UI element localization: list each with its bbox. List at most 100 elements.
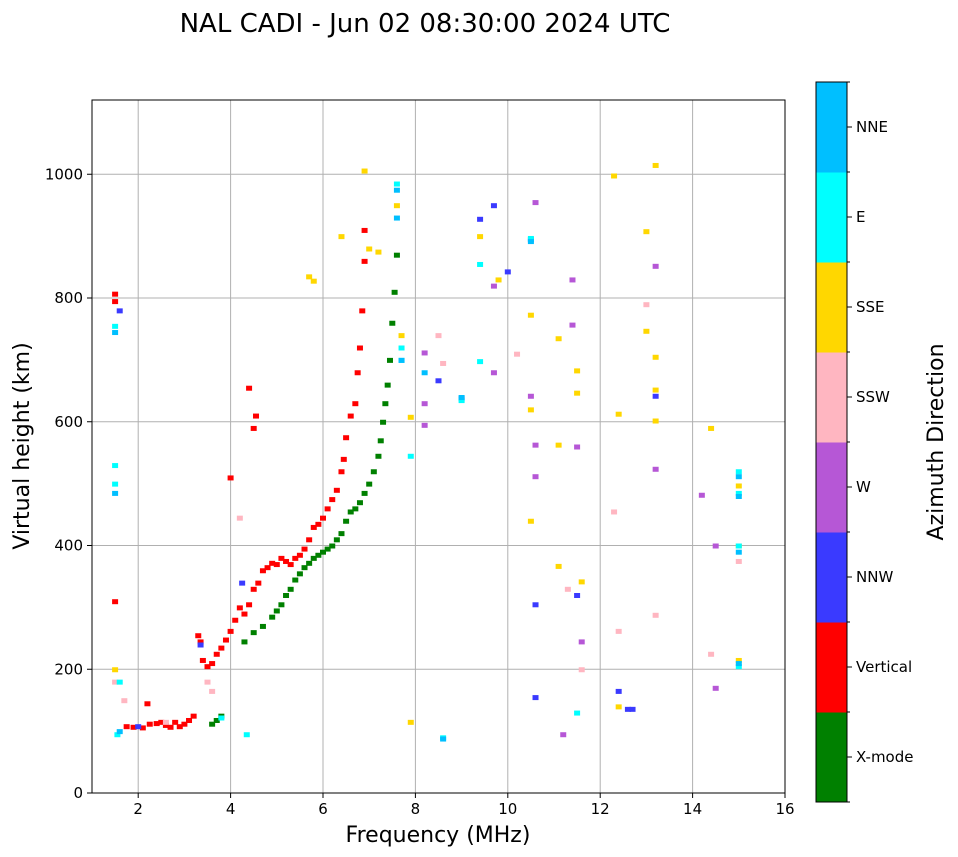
data-point <box>735 490 742 496</box>
data-point <box>611 173 618 179</box>
data-point <box>407 719 414 725</box>
data-point <box>574 444 581 450</box>
data-point <box>555 442 562 448</box>
data-points <box>112 162 742 742</box>
data-point <box>624 706 631 712</box>
data-point <box>269 614 276 620</box>
data-point <box>181 721 188 727</box>
data-point <box>386 357 393 363</box>
y-tick-label: 600 <box>54 413 83 431</box>
data-point <box>490 203 497 209</box>
data-point <box>356 500 363 506</box>
data-point <box>574 390 581 396</box>
data-point <box>578 639 585 645</box>
data-point <box>380 419 387 425</box>
data-point <box>112 291 119 297</box>
data-point <box>259 568 266 574</box>
data-point <box>389 320 396 326</box>
data-point <box>112 330 119 336</box>
x-tick-label: 6 <box>318 800 328 818</box>
data-point <box>569 277 576 283</box>
data-point <box>615 411 622 417</box>
y-tick-label: 200 <box>54 660 83 678</box>
data-point <box>359 308 366 314</box>
data-point <box>241 639 248 645</box>
data-point <box>112 667 119 673</box>
series-e <box>112 181 742 741</box>
colorbar-swatch <box>816 532 847 623</box>
data-point <box>477 216 484 222</box>
data-point <box>477 359 484 365</box>
data-point <box>213 717 220 723</box>
data-point <box>306 560 313 566</box>
data-point <box>477 261 484 267</box>
data-point <box>393 252 400 258</box>
data-point <box>407 414 414 420</box>
x-tick-label: 4 <box>226 800 236 818</box>
data-point <box>292 577 299 583</box>
data-point <box>236 515 243 521</box>
data-point <box>652 612 659 618</box>
data-point <box>555 563 562 569</box>
data-point <box>320 515 326 521</box>
data-point <box>569 322 576 328</box>
data-point <box>232 617 239 623</box>
data-point <box>236 605 243 611</box>
data-point <box>611 509 618 515</box>
data-point <box>435 378 442 384</box>
data-point <box>361 258 368 264</box>
data-point <box>153 721 160 727</box>
data-point <box>259 623 266 629</box>
series-nne <box>112 187 742 742</box>
data-point <box>241 611 248 617</box>
data-point <box>574 368 581 374</box>
data-point <box>652 393 659 399</box>
data-point <box>527 312 534 318</box>
data-point <box>527 239 534 245</box>
data-point <box>190 713 197 719</box>
data-point <box>306 274 313 280</box>
data-point <box>514 351 521 357</box>
data-point <box>352 401 359 407</box>
data-point <box>712 543 719 549</box>
data-point <box>287 586 294 592</box>
data-point <box>209 661 216 667</box>
data-point <box>338 469 345 475</box>
plot-area <box>91 99 786 794</box>
series-vertical <box>112 227 368 731</box>
data-point <box>209 688 216 694</box>
data-point <box>735 543 742 549</box>
data-point <box>146 721 153 727</box>
data-point <box>250 586 257 592</box>
data-point <box>186 717 193 723</box>
data-point <box>112 323 119 329</box>
data-point <box>172 719 179 725</box>
data-point <box>315 552 322 558</box>
data-point <box>398 345 405 351</box>
data-point <box>560 732 567 738</box>
data-point <box>398 333 405 339</box>
data-point <box>735 494 742 499</box>
data-point <box>615 688 622 694</box>
colorbar-swatch <box>816 172 847 263</box>
data-point <box>735 474 742 480</box>
data-point <box>393 181 400 187</box>
data-point <box>310 278 317 284</box>
data-point <box>121 698 128 704</box>
data-point <box>574 593 581 598</box>
data-point <box>527 407 534 413</box>
data-point <box>329 543 336 549</box>
data-point <box>218 645 225 651</box>
data-point <box>435 333 442 339</box>
chart-title: NAL CADI - Jun 02 08:30:00 2024 UTC <box>180 9 671 39</box>
series-ssw <box>112 302 742 725</box>
x-axis-label: Frequency (MHz) <box>346 823 531 848</box>
data-point <box>615 628 622 634</box>
data-point <box>361 490 368 496</box>
data-point <box>250 425 257 431</box>
data-point <box>144 701 151 707</box>
data-point <box>490 283 497 289</box>
x-tick-label: 12 <box>591 800 610 818</box>
data-point <box>213 651 220 657</box>
data-point <box>361 227 368 233</box>
